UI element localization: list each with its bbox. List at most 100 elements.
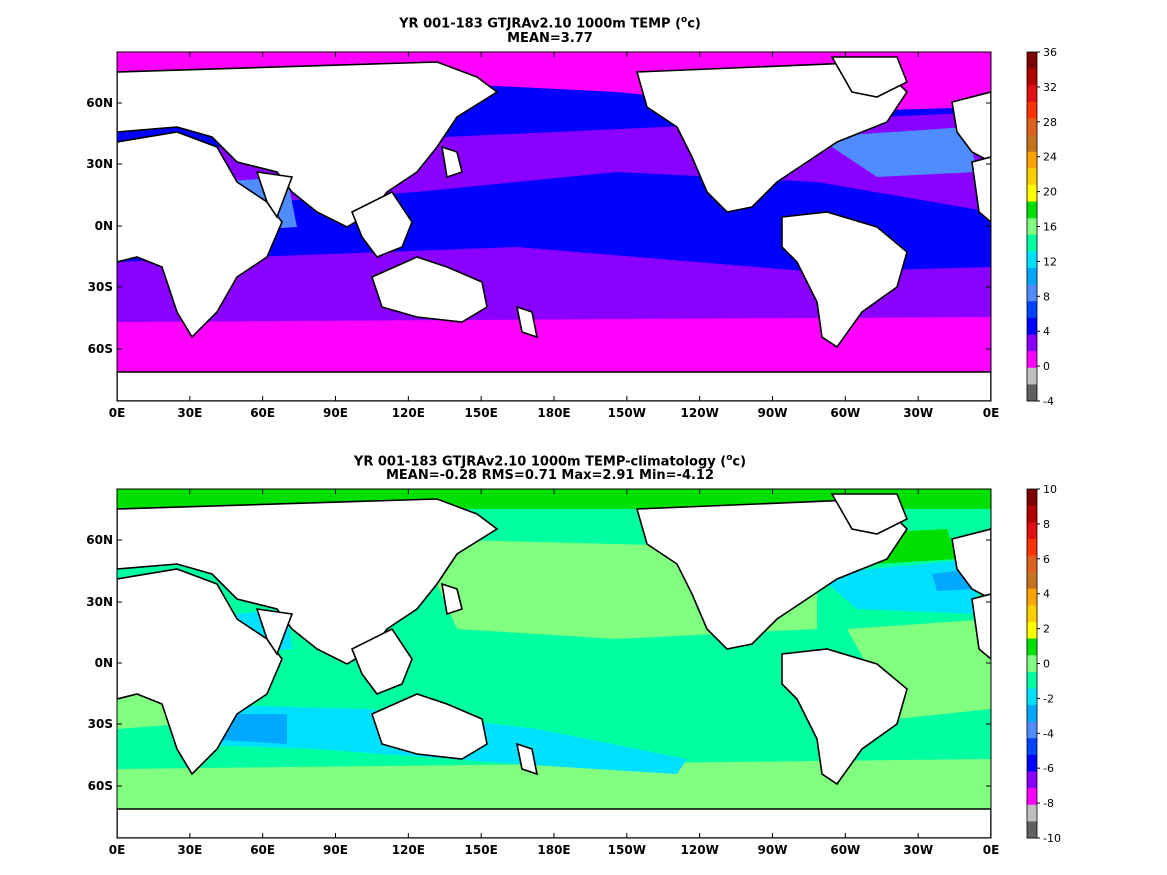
panel2-colorbar-segment: [1027, 522, 1037, 540]
panel1-colorbar-label: 16: [1043, 221, 1057, 234]
panel2-colorbar-segment: [1027, 821, 1037, 839]
panel2-colorbar-segment: [1027, 638, 1037, 656]
panel1-xtick-label: 30W: [903, 406, 933, 420]
panel1-colorbar-label: -4: [1043, 395, 1054, 408]
panel1-title-degree: o: [681, 15, 688, 25]
panel1-ytick-label: 30S: [88, 280, 113, 294]
panel2-colorbar-segment: [1027, 771, 1037, 789]
panel2-xtick-label: 150E: [465, 843, 498, 857]
panel1-colorbar-segment: [1027, 101, 1037, 119]
panel1-colorbar-segment: [1027, 301, 1037, 319]
panel1-colorbar-label: 0: [1043, 360, 1050, 373]
panel2-colorbar-label: 8: [1043, 518, 1050, 531]
panel1-ytick-label: 30N: [86, 157, 113, 171]
panel2-axes: 0E 30E 60E 90E 120E 150E 180E 150W 120W 90W 60W 30W…: [86, 489, 999, 857]
panel1-xtick-label: 90W: [758, 406, 788, 420]
panel1-colorbar-segment: [1027, 317, 1037, 336]
panel1-colorbar-segment: [1027, 85, 1037, 103]
panel2-colorbar-segment: [1027, 688, 1037, 706]
panel2-xtick-label: 30W: [903, 843, 933, 857]
panel1-map: [117, 52, 991, 401]
panel2-colorbar-segment: [1027, 621, 1037, 640]
panel1-colorbar-segment: [1027, 384, 1037, 402]
panel1-title-unit: c): [687, 16, 701, 32]
panel2-colorbar-segment: [1027, 588, 1037, 606]
panel1-xtick-label: 120W: [681, 406, 719, 420]
panel2-title-degree: o: [726, 453, 733, 463]
panel2-xtick-label: 60W: [830, 843, 860, 857]
panel2-colorbar-segment: [1027, 804, 1037, 822]
panel1-subtitle: MEAN=3.77: [507, 31, 593, 46]
panel2-map: [117, 489, 991, 838]
panel1-xtick-label: 0E: [983, 406, 1000, 420]
panel2-xtick-label: 120E: [392, 843, 425, 857]
panel2-subtitle: MEAN=-0.28 RMS=0.71 Max=2.91 Min=-4.12: [385, 468, 715, 483]
panel2-ytick-label: 30S: [88, 717, 113, 731]
panel2-colorbar-segment: [1027, 705, 1037, 723]
panel1-xtick-label: 150E: [465, 406, 498, 420]
panel1-colorbar-label: 4: [1043, 325, 1050, 338]
panel2-title-text: YR 001-183 GTJRAv2.10 1000m TEMP-climato…: [353, 454, 727, 470]
panel1-colorbar-segment: [1027, 284, 1037, 302]
panel2-ytick-label: 30N: [86, 595, 113, 609]
panel1-title: YR 001-183 GTJRAv2.10 1000m TEMP (oc): [0, 12, 1100, 32]
panel1-xtick-label: 120E: [392, 406, 425, 420]
panel2-title-unit: c): [732, 454, 747, 470]
panel2-title: YR 001-183 GTJRAv2.10 1000m TEMP-climato…: [0, 450, 1100, 470]
panel1-colorbar-segment: [1027, 135, 1037, 153]
panel2-ytick-label: 60S: [88, 779, 113, 793]
panel1-colorbar-label: 20: [1043, 186, 1057, 199]
panel1-title-text: YR 001-183 GTJRAv2.10 1000m TEMP (: [399, 16, 682, 32]
panel1-xtick-label: 180E: [537, 406, 570, 420]
panel1-colorbar-label: 8: [1043, 290, 1050, 303]
panel2-xtick-label: 90E: [323, 843, 348, 857]
panel2-colorbar-segment: [1027, 655, 1037, 673]
panel2-colorbar-segment: [1027, 721, 1037, 739]
panel1-ytick-label: 60N: [86, 96, 113, 110]
panel1-colorbar-label: 24: [1043, 151, 1057, 164]
panel2-atlantic-positive: [847, 619, 991, 719]
panel2-colorbar-segment: [1027, 555, 1037, 573]
panel1-colorbar-segment: [1027, 184, 1037, 203]
panel2-colorbar: 10 8 6 4 2 0 -2 -4 -6 -8 -10: [1026, 483, 1061, 845]
panel2-colorbar-label: -6: [1043, 762, 1054, 775]
panel1-colorbar-segment: [1027, 268, 1037, 286]
panel1-xtick-label: 150W: [608, 406, 646, 420]
panel1-xtick-label: 0E: [109, 406, 126, 420]
panel2-xtick-label: 0E: [983, 843, 1000, 857]
panel1-ytick-label: 60S: [88, 342, 113, 356]
panel2-colorbar-label: -10: [1043, 832, 1061, 845]
panel1-colorbar-segment: [1027, 334, 1037, 352]
panel1-colorbar-segment: [1027, 251, 1037, 269]
panel2-colorbar-label: 6: [1043, 553, 1050, 566]
panel2-colorbar-segment: [1027, 538, 1037, 556]
panel2-colorbar-segment: [1027, 505, 1037, 523]
panel2-xtick-label: 90W: [758, 843, 788, 857]
panel2-colorbar-segment: [1027, 605, 1037, 623]
panel1-colorbar-label: 36: [1043, 46, 1057, 59]
panel2-colorbar-label: -2: [1043, 692, 1054, 705]
panel1-xtick-label: 60E: [250, 406, 275, 420]
panel2-xtick-label: 180E: [537, 843, 570, 857]
panel1-atlantic-warm: [817, 127, 977, 177]
panel2-xtick-label: 150W: [608, 843, 646, 857]
panel1-axes: 0E 30E 60E 90E 120E 150E 180E 150W 120W 90W 60W 30W…: [86, 52, 999, 420]
panel2-colorbar-segment: [1027, 572, 1037, 590]
panel1-colorbar-label: 32: [1043, 81, 1057, 94]
panel1-colorbar-label: 12: [1043, 255, 1057, 268]
panel2-colorbar-label: 10: [1043, 483, 1057, 496]
panel2-colorbar-label: 2: [1043, 623, 1050, 636]
panel2-colorbar-label: -4: [1043, 727, 1054, 740]
panel1-colorbar-segment: [1027, 367, 1037, 385]
panel1-band-south: [117, 247, 991, 332]
panel2-atlantic-cold: [817, 559, 977, 614]
panel1-colorbar-segment: [1027, 118, 1037, 136]
panel2-xtick-label: 60E: [250, 843, 275, 857]
panel2-colorbar-segment: [1027, 671, 1037, 689]
panel2-colorbar-segment: [1027, 738, 1037, 756]
panel2-colorbar-label: 0: [1043, 658, 1050, 671]
panel2-colorbar-segment: [1027, 489, 1037, 507]
panel1-colorbar-segment: [1027, 151, 1037, 169]
panel1-colorbar-segment: [1027, 201, 1037, 219]
